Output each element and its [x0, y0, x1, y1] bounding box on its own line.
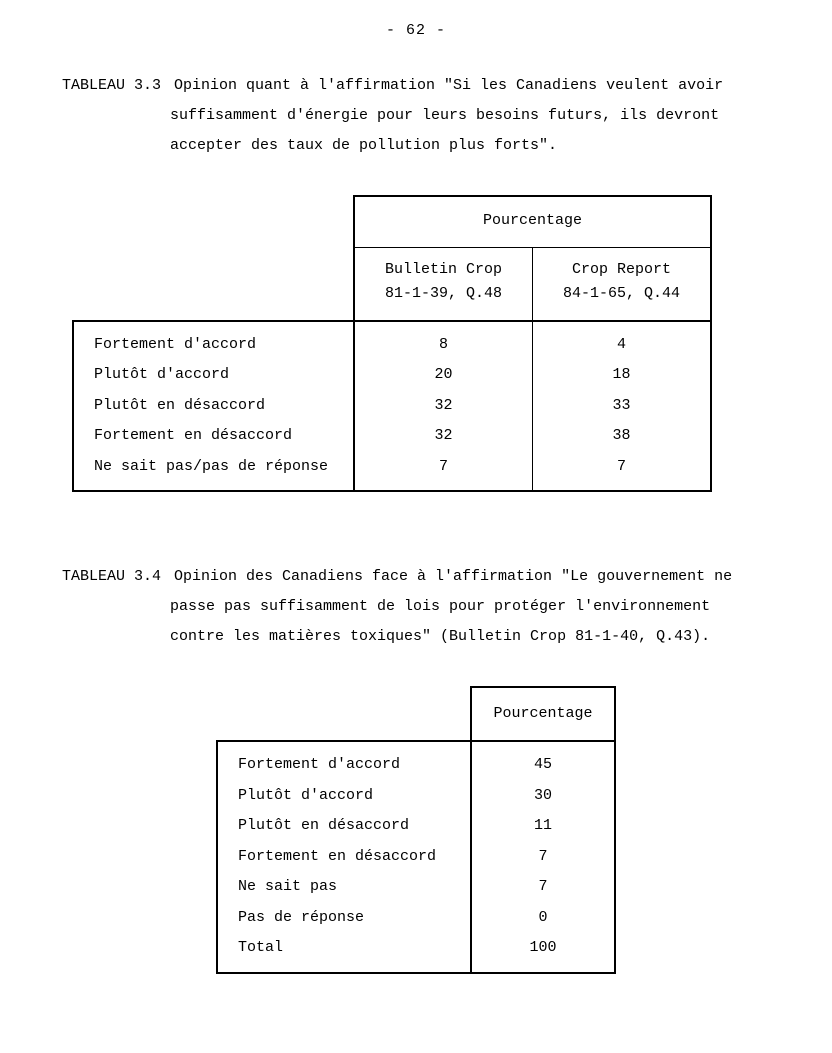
table33-caption-line2: suffisamment d'énergie pour leurs besoin…: [170, 101, 770, 131]
table34-caption-line2: passe pas suffisamment de lois pour prot…: [170, 592, 770, 622]
table33: Pourcentage Bulletin Crop 81-1-39, Q.48 …: [72, 195, 712, 493]
table34-rowlabel: Ne sait pas: [217, 872, 471, 903]
table33-cell: 4: [533, 321, 712, 361]
table34-cell: 7: [471, 872, 615, 903]
table33-cell: 32: [354, 421, 533, 452]
table33-cell: 32: [354, 391, 533, 422]
table34-rowlabel: Fortement d'accord: [217, 741, 471, 781]
table33-caption-line3: accepter des taux de pollution plus fort…: [170, 131, 770, 161]
table34-blank-corner: [217, 687, 471, 741]
table33-col1-header: Bulletin Crop 81-1-39, Q.48: [354, 247, 533, 321]
table34-rowlabel: Plutôt d'accord: [217, 781, 471, 812]
table-row: Plutôt en désaccord 32 33: [73, 391, 711, 422]
table33-cell: 18: [533, 360, 712, 391]
table33-rowlabel: Ne sait pas/pas de réponse: [73, 452, 354, 492]
table33-col2-line1: Crop Report: [572, 261, 671, 278]
table33-caption: TABLEAU 3.3 Opinion quant à l'affirmatio…: [62, 71, 770, 161]
page-number: - 62 -: [62, 20, 770, 43]
table33-rowlabel: Plutôt d'accord: [73, 360, 354, 391]
table34: Pourcentage Fortement d'accord 45 Plutôt…: [216, 686, 616, 974]
table33-col2-line2: 84-1-65, Q.44: [563, 285, 680, 302]
table-row: Ne sait pas/pas de réponse 7 7: [73, 452, 711, 492]
table33-col1-line1: Bulletin Crop: [385, 261, 502, 278]
table33-cell: 38: [533, 421, 712, 452]
table33-caption-line1: Opinion quant à l'affirmation "Si les Ca…: [174, 71, 770, 101]
table-row: Plutôt d'accord 20 18: [73, 360, 711, 391]
table33-pct-header: Pourcentage: [354, 196, 711, 248]
table-row: Fortement d'accord 45: [217, 741, 615, 781]
table-row: Plutôt d'accord 30: [217, 781, 615, 812]
table34-label: TABLEAU 3.4: [62, 562, 174, 592]
table34-cell: 100: [471, 933, 615, 973]
table34-pct-header: Pourcentage: [471, 687, 615, 741]
table33-col1-line2: 81-1-39, Q.48: [385, 285, 502, 302]
table34-cell: 7: [471, 842, 615, 873]
table-row: Total 100: [217, 933, 615, 973]
table34-cell: 11: [471, 811, 615, 842]
table33-cell: 7: [533, 452, 712, 492]
table34-cell: 30: [471, 781, 615, 812]
table34-rowlabel: Pas de réponse: [217, 903, 471, 934]
table34-caption-line1: Opinion des Canadiens face à l'affirmati…: [174, 562, 770, 592]
table33-rowlabel: Fortement en désaccord: [73, 421, 354, 452]
table33-cell: 7: [354, 452, 533, 492]
table33-rowlabel: Plutôt en désaccord: [73, 391, 354, 422]
table34-rowlabel: Fortement en désaccord: [217, 842, 471, 873]
table33-blank-corner: [73, 196, 354, 321]
table34-cell: 0: [471, 903, 615, 934]
table-row: Ne sait pas 7: [217, 872, 615, 903]
table34-caption: TABLEAU 3.4 Opinion des Canadiens face à…: [62, 562, 770, 652]
table34-cell: 45: [471, 741, 615, 781]
table-row: Fortement en désaccord 32 38: [73, 421, 711, 452]
table-row: Fortement en désaccord 7: [217, 842, 615, 873]
table34-rowlabel: Plutôt en désaccord: [217, 811, 471, 842]
table33-col2-header: Crop Report 84-1-65, Q.44: [533, 247, 712, 321]
table33-rowlabel: Fortement d'accord: [73, 321, 354, 361]
table34-caption-line3: contre les matières toxiques" (Bulletin …: [170, 622, 770, 652]
table-row: Fortement d'accord 8 4: [73, 321, 711, 361]
table33-cell: 20: [354, 360, 533, 391]
table33-cell: 33: [533, 391, 712, 422]
table34-rowlabel: Total: [217, 933, 471, 973]
table33-cell: 8: [354, 321, 533, 361]
table-row: Pas de réponse 0: [217, 903, 615, 934]
table-row: Plutôt en désaccord 11: [217, 811, 615, 842]
table33-label: TABLEAU 3.3: [62, 71, 174, 101]
